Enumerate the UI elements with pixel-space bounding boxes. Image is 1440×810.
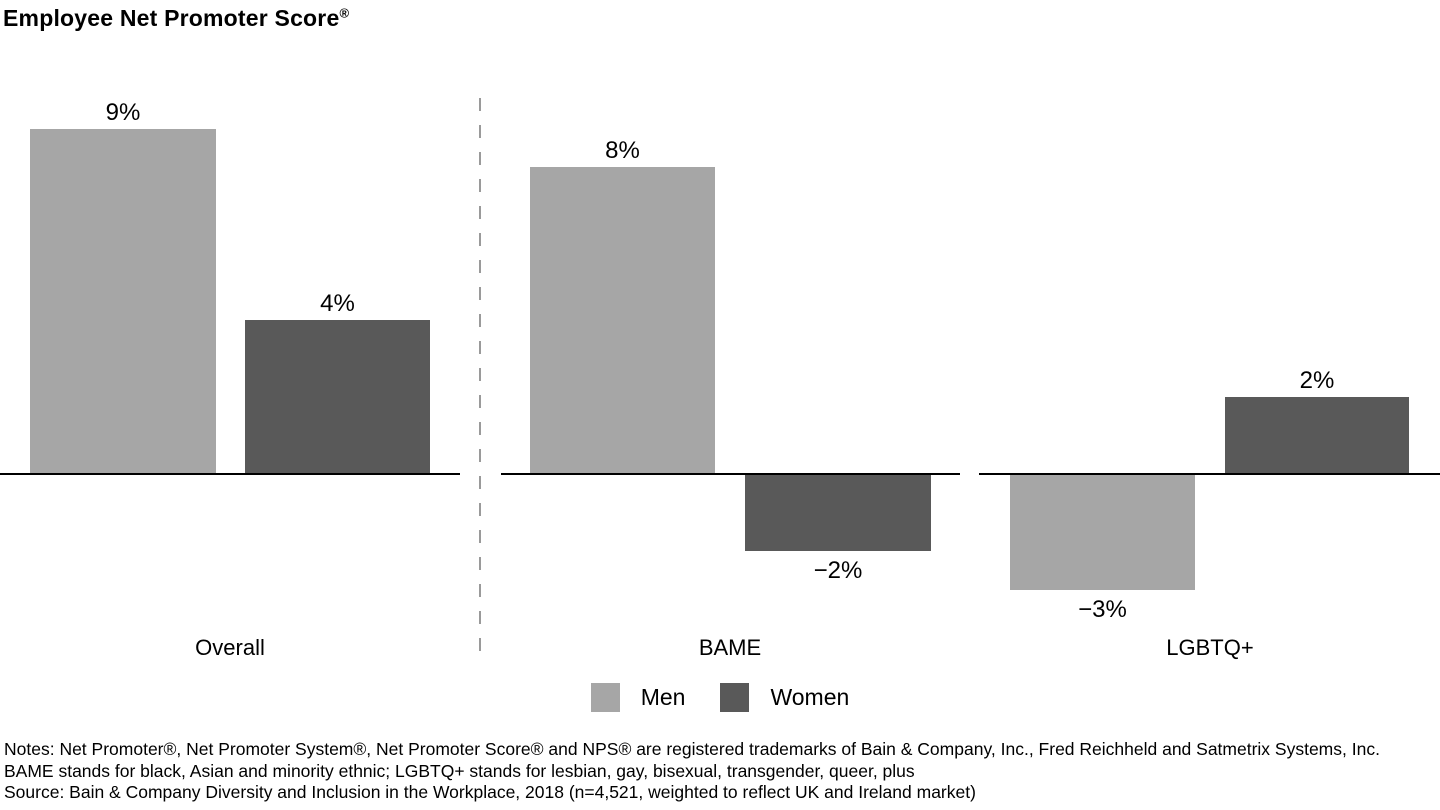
x-axis-baseline-segment — [0, 473, 460, 475]
registered-trademark-symbol: ® — [339, 5, 350, 21]
page-title-text: Employee Net Promoter Score — [3, 5, 340, 31]
legend-swatch-men — [590, 683, 620, 712]
bar-bame-men — [530, 167, 715, 473]
bar-value-label: 9% — [105, 99, 141, 126]
legend-label-men: Men — [640, 684, 686, 710]
footnote-source: Source: Bain & Company Diversity and Inc… — [4, 782, 976, 802]
bar-bame-women — [745, 475, 931, 551]
legend-item-women: Women — [720, 683, 849, 712]
footnote-definitions: BAME stands for black, Asian and minorit… — [4, 760, 915, 781]
page-title: Employee Net Promoter Score® — [3, 5, 349, 32]
category-label-overall: Overall — [195, 635, 265, 660]
legend-swatch-women — [720, 683, 750, 712]
bar-value-label: 4% — [320, 290, 355, 317]
footnote-trademarks: Notes: Net Promoter®, Net Promoter Syste… — [4, 739, 1380, 759]
bar-value-label: 2% — [1299, 367, 1335, 394]
category-label-lgbtq: LGBTQ+ — [1166, 635, 1254, 660]
panel-divider-dashed-line — [479, 98, 481, 662]
bar-value-label: −3% — [1078, 596, 1127, 623]
bar-overall-men — [30, 129, 216, 473]
x-axis-baseline-segment — [979, 473, 1440, 475]
category-label-bame: BAME — [698, 635, 762, 660]
chart-legend: Men Women — [0, 683, 1440, 712]
legend-item-men: Men — [590, 683, 686, 712]
bar-value-label: −2% — [813, 557, 863, 584]
bar-overall-women — [245, 320, 430, 473]
bar-value-label: 8% — [605, 137, 640, 164]
footnotes: Notes: Net Promoter®, Net Promoter Syste… — [4, 739, 1380, 804]
bar-lgbtq-men — [1010, 475, 1195, 590]
bar-lgbtq-women — [1225, 397, 1409, 473]
x-axis-baseline-segment — [501, 473, 960, 475]
legend-label-women: Women — [770, 684, 850, 710]
